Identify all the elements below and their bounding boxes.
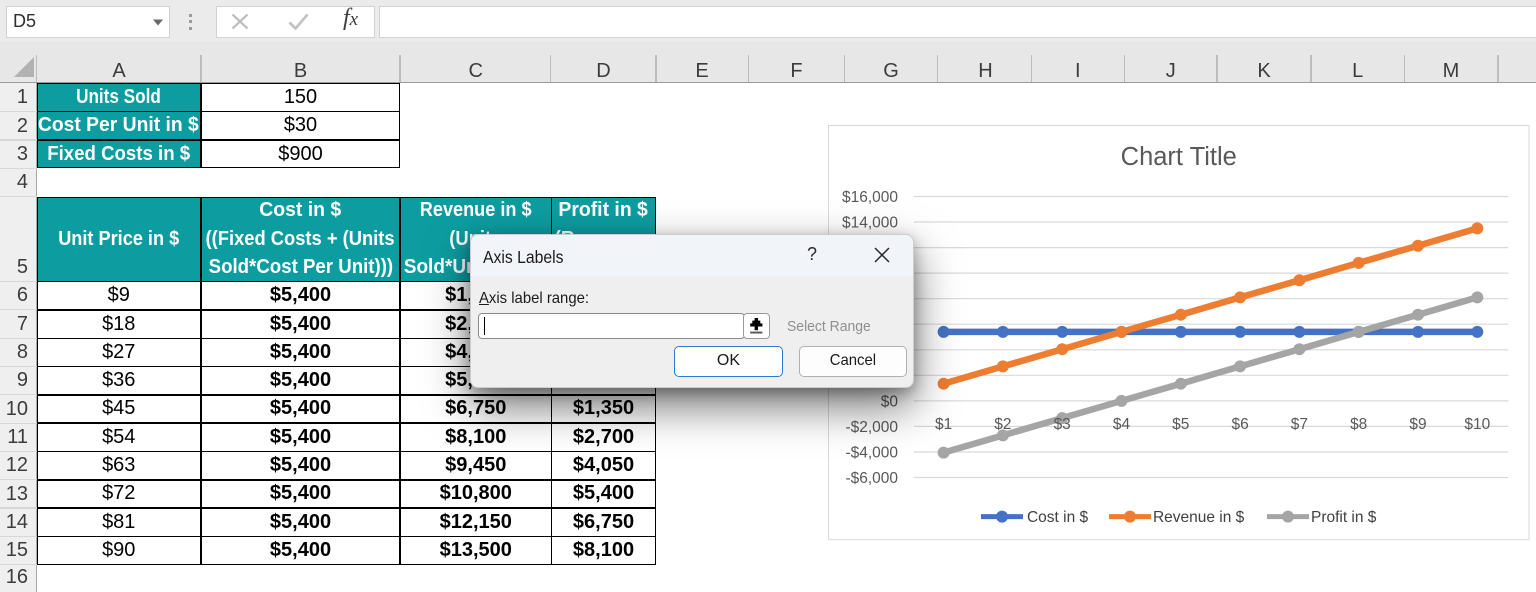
svg-text:-$4,000: -$4,000 <box>845 445 898 462</box>
svg-text:Profit in $: Profit in $ <box>1311 509 1377 526</box>
svg-text:$0: $0 <box>881 394 898 411</box>
svg-text:-$6,000: -$6,000 <box>845 470 898 487</box>
svg-text:$16,000: $16,000 <box>842 189 898 206</box>
svg-text:Chart Title: Chart Title <box>1121 143 1237 171</box>
svg-text:$4: $4 <box>1113 417 1131 434</box>
svg-text:-$2,000: -$2,000 <box>845 419 898 436</box>
svg-text:$10: $10 <box>1464 417 1490 434</box>
svg-text:$7: $7 <box>1291 417 1308 434</box>
svg-text:$6: $6 <box>1231 417 1248 434</box>
svg-text:$3: $3 <box>1054 417 1071 434</box>
svg-text:$9: $9 <box>1409 417 1426 434</box>
svg-text:Cost in $: Cost in $ <box>1027 509 1088 526</box>
svg-text:$14,000: $14,000 <box>842 215 898 232</box>
svg-text:Revenue in $: Revenue in $ <box>1153 509 1245 526</box>
svg-text:$8: $8 <box>1350 417 1367 434</box>
svg-text:$2: $2 <box>994 417 1011 434</box>
svg-text:$5: $5 <box>1172 417 1189 434</box>
svg-text:$1: $1 <box>935 417 952 434</box>
